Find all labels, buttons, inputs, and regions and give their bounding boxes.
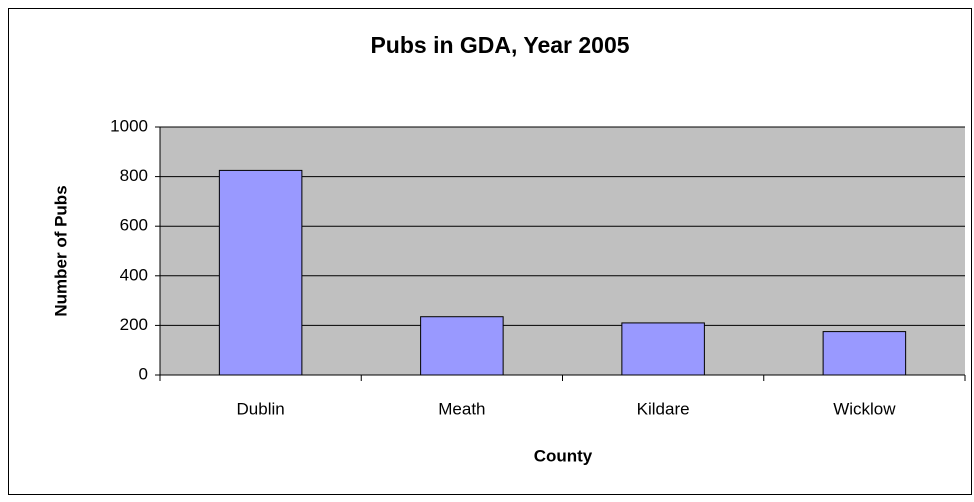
y-tick-label: 800 [120, 166, 148, 185]
x-tick-label: Kildare [637, 399, 690, 418]
y-tick-label: 1000 [110, 116, 148, 135]
chart-title: Pubs in GDA, Year 2005 [370, 32, 629, 58]
y-tick-label: 400 [120, 265, 148, 284]
x-tick-label: Dublin [237, 399, 285, 418]
bar [621, 322, 705, 376]
x-tick-label: Meath [438, 399, 485, 418]
bar [218, 169, 303, 376]
x-tick-label: Wicklow [833, 399, 896, 418]
y-axis-label: Number of Pubs [51, 185, 70, 316]
bar [420, 316, 504, 376]
y-tick-label: 600 [120, 216, 148, 235]
bar [822, 331, 907, 376]
y-tick-label: 0 [139, 364, 148, 383]
x-axis-label: County [534, 446, 593, 465]
y-tick-label: 200 [120, 315, 148, 334]
